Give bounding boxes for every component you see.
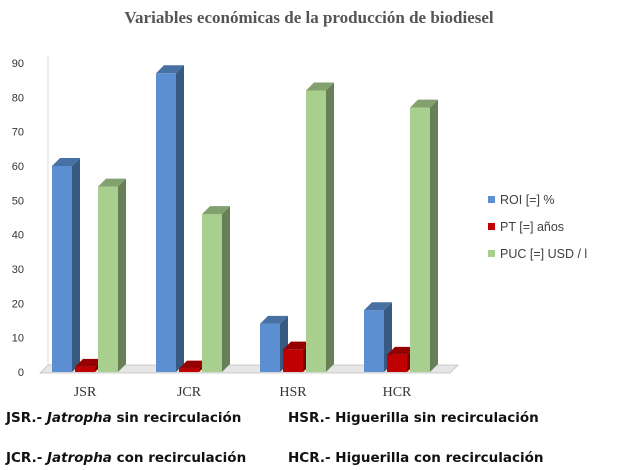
bar-jsr-s0 bbox=[52, 166, 72, 372]
y-tick-label: 0 bbox=[18, 367, 24, 379]
x-tick-label-hsr: HSR bbox=[279, 385, 307, 400]
bar-jsr-s1 bbox=[75, 366, 95, 372]
bar-jsr-s2 bbox=[98, 186, 118, 372]
bar-top-hcr-s1 bbox=[387, 346, 415, 355]
chart-floor bbox=[39, 364, 459, 374]
note-hsr: HSR.- Higuerilla sin recirculación bbox=[288, 410, 539, 426]
y-tick-label: 20 bbox=[12, 298, 24, 310]
bar-hsr-s1 bbox=[283, 349, 303, 372]
y-tick-label: 40 bbox=[12, 230, 24, 242]
bar-top-jcr-s1 bbox=[179, 360, 207, 369]
bar-hcr-s1 bbox=[387, 354, 407, 372]
bar-top-jsr-s1 bbox=[75, 358, 103, 367]
x-tick-label-jcr: JCR bbox=[177, 385, 202, 400]
legend-label-puc: PUC [=] USD / l bbox=[500, 246, 588, 261]
bar-top-hsr-s2 bbox=[306, 82, 334, 91]
legend-label-roi: ROI [=] % bbox=[500, 192, 555, 207]
bar-top-hcr-s0 bbox=[364, 302, 392, 311]
note-jsr: JSR.- Jatropha sin recirculación bbox=[6, 410, 241, 426]
bar-hcr-s2 bbox=[410, 107, 430, 372]
note-jcr-code: JCR.- bbox=[6, 450, 43, 466]
bar-top-jcr-s0 bbox=[156, 65, 184, 74]
bar-hsr-s2 bbox=[306, 90, 326, 372]
legend-item-pt: PT [=] años bbox=[488, 213, 587, 240]
x-tick-label-jsr: JSR bbox=[74, 385, 97, 400]
note-jcr-rest: con recirculación bbox=[116, 450, 247, 466]
y-tick-label: 50 bbox=[12, 195, 24, 207]
bar-side-jsr-s2 bbox=[118, 178, 126, 372]
bar-side-jsr-s0 bbox=[72, 158, 80, 372]
chart-legend: ROI [=] % PT [=] años PUC [=] USD / l bbox=[488, 186, 587, 267]
bar-top-hcr-s2 bbox=[410, 99, 438, 108]
y-tick-label: 60 bbox=[12, 161, 24, 173]
bar-top-hsr-s0 bbox=[260, 315, 288, 324]
bar-top-hsr-s1 bbox=[283, 341, 311, 350]
legend-swatch-pt bbox=[488, 223, 495, 230]
legend-swatch-roi bbox=[488, 196, 495, 203]
bar-top-jsr-s0 bbox=[52, 158, 80, 166]
bar-side-hsr-s2 bbox=[326, 82, 334, 372]
bar-jcr-s1 bbox=[179, 368, 199, 372]
bar-chart: 0 10 20 30 40 50 60 70 80 90 JSR JCR HSR HCR bbox=[12, 57, 459, 400]
bar-top-jcr-s2 bbox=[202, 206, 230, 215]
bar-jcr-s0 bbox=[156, 73, 176, 373]
note-jcr-genus: Jatropha bbox=[47, 450, 112, 466]
y-tick-label: 70 bbox=[12, 127, 24, 139]
y-tick-label: 10 bbox=[12, 333, 24, 345]
y-tick-label: 80 bbox=[12, 92, 24, 104]
note-jcr: JCR.- Jatropha con recirculación bbox=[6, 450, 246, 466]
note-jsr-rest: sin recirculación bbox=[116, 410, 242, 426]
y-tick-label: 90 bbox=[12, 58, 24, 70]
y-tick-label: 30 bbox=[12, 264, 24, 276]
note-jsr-code: JSR.- bbox=[6, 410, 43, 426]
bar-side-hcr-s2 bbox=[430, 99, 438, 372]
bar-hcr-s0 bbox=[364, 310, 384, 372]
note-hcr: HCR.- Higuerilla con recirculación bbox=[288, 450, 544, 466]
bar-side-jcr-s0 bbox=[176, 65, 184, 373]
note-jsr-genus: Jatropha bbox=[46, 410, 112, 426]
bar-hsr-s0 bbox=[260, 323, 280, 372]
chart-title: Variables económicas de la producción de… bbox=[124, 8, 494, 27]
x-tick-label-hcr: HCR bbox=[383, 385, 412, 400]
legend-item-roi: ROI [=] % bbox=[488, 186, 587, 213]
bar-jcr-s2 bbox=[202, 214, 222, 372]
legend-label-pt: PT [=] años bbox=[500, 219, 565, 234]
bar-top-jsr-s2 bbox=[98, 178, 126, 187]
legend-swatch-puc bbox=[488, 250, 495, 257]
bar-side-jcr-s2 bbox=[222, 206, 230, 372]
legend-item-puc: PUC [=] USD / l bbox=[488, 240, 587, 267]
